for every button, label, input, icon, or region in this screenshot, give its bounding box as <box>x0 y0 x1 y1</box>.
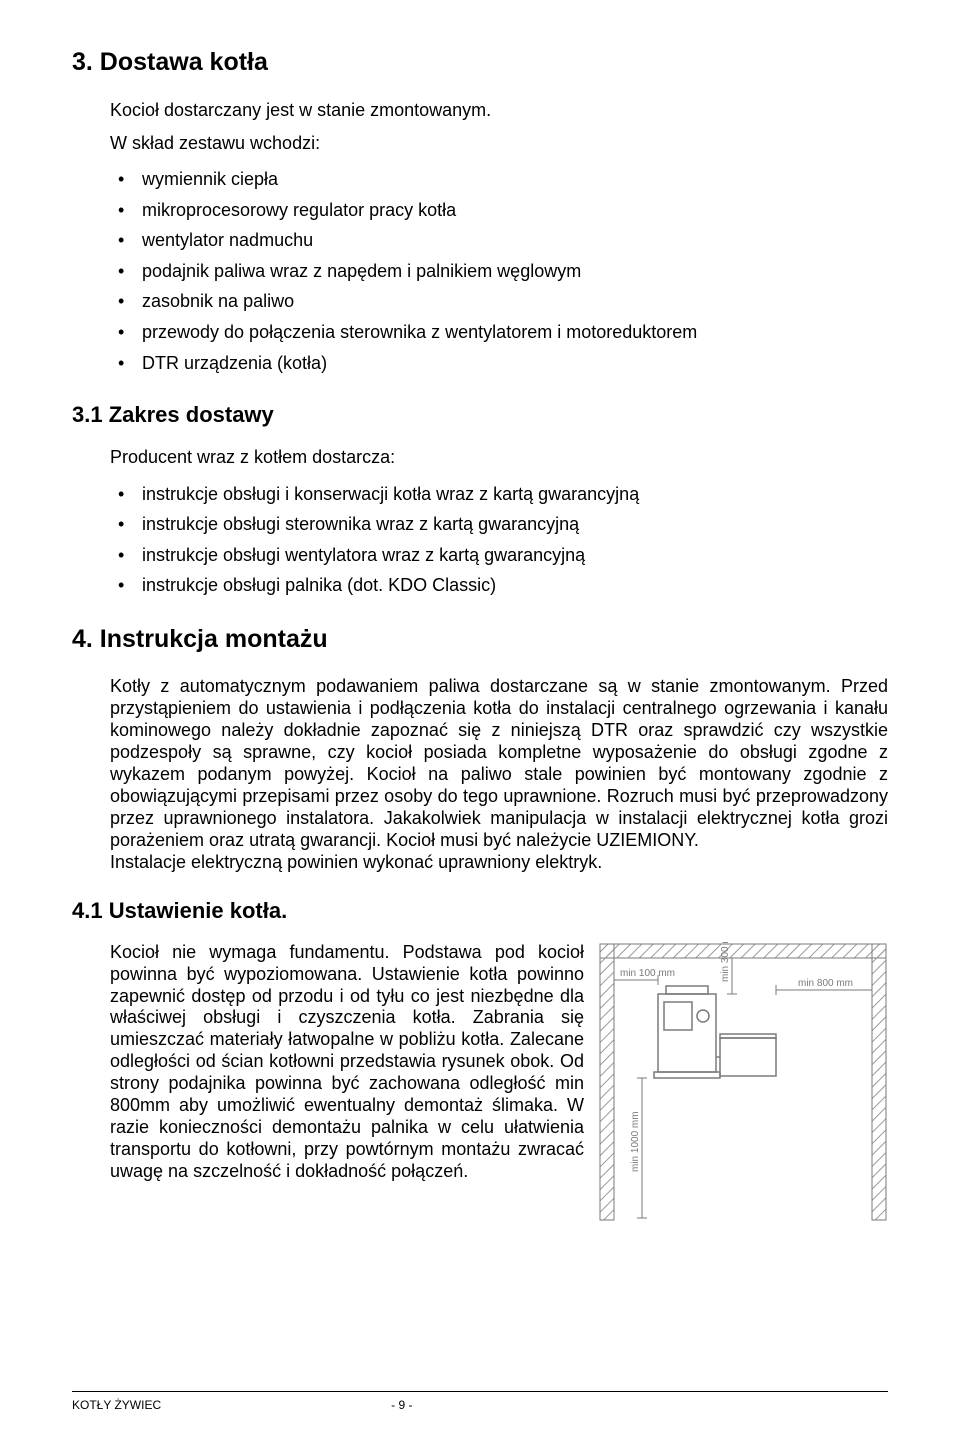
two-column-row: Kocioł nie wymaga fundamentu. Podstawa p… <box>72 942 888 1222</box>
list-item: DTR urządzenia (kotła) <box>142 348 888 379</box>
sec41-para: Kocioł nie wymaga fundamentu. Podstawa p… <box>110 942 584 1183</box>
heading-4-1: 4.1 Ustawienie kotła. <box>72 898 888 924</box>
list-item: podajnik paliwa wraz z napędem i palniki… <box>142 256 888 287</box>
dim-bottom: min 1000 mm <box>630 1111 641 1172</box>
sec31-intro: Producent wraz z kotłem dostarcza: <box>72 446 888 469</box>
list-item: wentylator nadmuchu <box>142 225 888 256</box>
section-3: 3. Dostawa kotła Kocioł dostarczany jest… <box>72 48 888 378</box>
footer-brand: KOTŁY ŻYWIEC <box>72 1398 161 1412</box>
list-item: instrukcje obsługi i konserwacji kotła w… <box>142 479 888 510</box>
dim-top: min 300 mm <box>720 942 731 982</box>
sec4-para2: Instalacje elektryczną powinien wykonać … <box>110 852 602 872</box>
list-item: instrukcje obsługi palnika (dot. KDO Cla… <box>142 570 888 601</box>
dim-right: min 800 mm <box>798 978 853 989</box>
clearance-diagram: min 100 mm min 300 mm min 800 mm min 1 <box>598 942 888 1222</box>
section-3-1: 3.1 Zakres dostawy Producent wraz z kotł… <box>72 402 888 601</box>
sec4-para1: Kotły z automatycznym podawaniem paliwa … <box>110 676 888 850</box>
list-item: zasobnik na paliwo <box>142 286 888 317</box>
page-footer: KOTŁY ŻYWIEC - 9 - <box>72 1391 888 1412</box>
list-item: mikroprocesorowy regulator pracy kotła <box>142 195 888 226</box>
list-item: instrukcje obsługi wentylatora wraz z ka… <box>142 540 888 571</box>
sec3-intro: Kocioł dostarczany jest w stanie zmontow… <box>72 99 888 122</box>
heading-4: 4. Instrukcja montażu <box>72 625 888 654</box>
section-4: 4. Instrukcja montażu Kotły z automatycz… <box>72 625 888 874</box>
heading-3: 3. Dostawa kotła <box>72 48 888 77</box>
list-item: instrukcje obsługi sterownika wraz z kar… <box>142 509 888 540</box>
section-4-1: 4.1 Ustawienie kotła. Kocioł nie wymaga … <box>72 898 888 1222</box>
heading-3-1: 3.1 Zakres dostawy <box>72 402 888 428</box>
footer-page: - 9 - <box>391 1398 412 1412</box>
sec3-list: wymiennik ciepła mikroprocesorowy regula… <box>72 164 888 378</box>
dim-left: min 100 mm <box>620 968 675 979</box>
sec31-list: instrukcje obsługi i konserwacji kotła w… <box>72 479 888 601</box>
list-item: wymiennik ciepła <box>142 164 888 195</box>
list-item: przewody do połączenia sterownika z went… <box>142 317 888 348</box>
sec4-para: Kotły z automatycznym podawaniem paliwa … <box>72 676 888 874</box>
sec3-intro2: W skład zestawu wchodzi: <box>72 132 888 155</box>
